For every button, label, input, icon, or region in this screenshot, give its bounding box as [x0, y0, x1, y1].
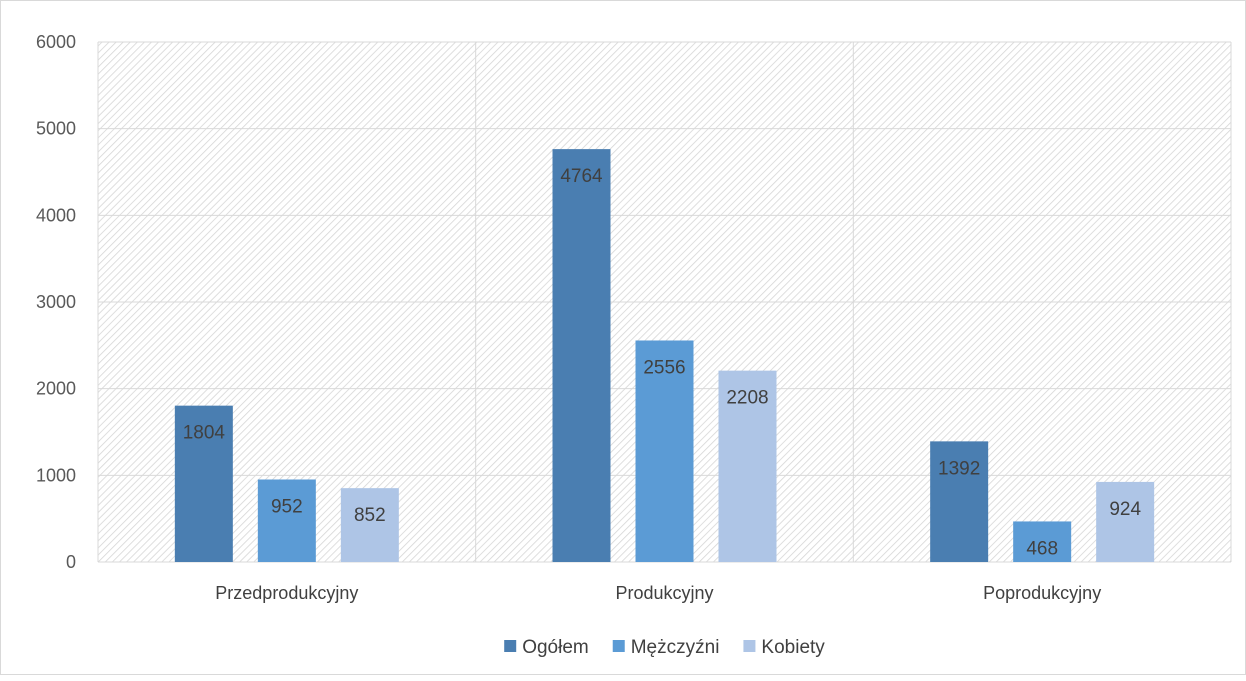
bar — [718, 370, 777, 562]
data-label: 2556 — [643, 357, 685, 378]
data-labels: 1804 952 852 4764 2556 2208 1392 468 924 — [183, 166, 1142, 559]
bar — [257, 479, 316, 562]
y-axis-ticks: 0 1000 2000 3000 4000 5000 6000 — [36, 32, 76, 572]
legend-label: Kobiety — [761, 637, 825, 658]
y-tick-label: 1000 — [36, 465, 76, 485]
bar — [174, 405, 233, 562]
bars — [174, 149, 1155, 562]
legend-swatch — [743, 640, 756, 652]
y-tick-label: 2000 — [36, 379, 76, 399]
bar — [635, 340, 694, 562]
y-tick-label: 0 — [66, 552, 76, 572]
bar — [552, 149, 611, 562]
legend-swatch — [504, 640, 517, 652]
data-label: 468 — [1026, 538, 1058, 559]
data-label: 952 — [271, 496, 303, 517]
legend: Ogółem Mężczyźni Kobiety — [504, 637, 825, 658]
y-tick-label: 3000 — [36, 292, 76, 312]
x-category-label: Poprodukcyjny — [983, 583, 1101, 603]
data-label: 4764 — [560, 166, 603, 187]
y-tick-label: 6000 — [36, 32, 76, 52]
category-labels: Przedprodukcyjny Produkcyjny Poprodukcyjny — [215, 583, 1101, 603]
data-label: 1392 — [938, 458, 980, 479]
bar — [340, 488, 399, 562]
data-label: 1804 — [183, 423, 226, 444]
y-tick-label: 5000 — [36, 119, 76, 139]
y-tick-label: 4000 — [36, 205, 76, 225]
x-category-label: Przedprodukcyjny — [215, 583, 358, 603]
bar — [1096, 481, 1155, 562]
data-label: 852 — [354, 505, 386, 526]
data-label: 2208 — [726, 388, 768, 409]
x-category-label: Produkcyjny — [615, 583, 713, 603]
legend-swatch — [612, 640, 625, 652]
bar — [930, 441, 989, 562]
legend-label: Ogółem — [522, 637, 589, 658]
data-label: 924 — [1109, 499, 1141, 520]
legend-label: Mężczyźni — [631, 637, 720, 658]
bar — [1013, 521, 1072, 562]
